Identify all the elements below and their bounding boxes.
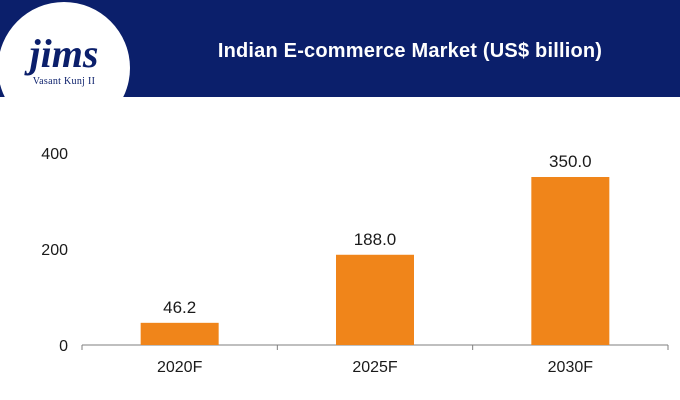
y-tick-label: 0 xyxy=(59,338,68,355)
jims-logo: jims Vasant Kunj II xyxy=(0,2,130,134)
bar-2030F xyxy=(531,177,610,345)
data-label-2030F: 350.0 xyxy=(549,152,592,171)
x-tick-label-2020F: 2020F xyxy=(157,359,203,376)
y-tick-label: 200 xyxy=(41,242,68,259)
x-tick-label-2025F: 2025F xyxy=(352,359,398,376)
logo-wordmark: jims xyxy=(29,31,99,76)
x-tick-label-2030F: 2030F xyxy=(548,359,594,376)
bar-2020F xyxy=(140,322,219,345)
data-label-2025F: 188.0 xyxy=(354,230,397,249)
logo-subtitle: Vasant Kunj II xyxy=(32,76,96,87)
chart-title: Indian E-commerce Market (US$ billion) xyxy=(217,40,603,62)
bar-2025F xyxy=(336,254,414,345)
y-tick-label: 400 xyxy=(41,146,68,163)
data-label-2020F: 46.2 xyxy=(163,298,196,317)
